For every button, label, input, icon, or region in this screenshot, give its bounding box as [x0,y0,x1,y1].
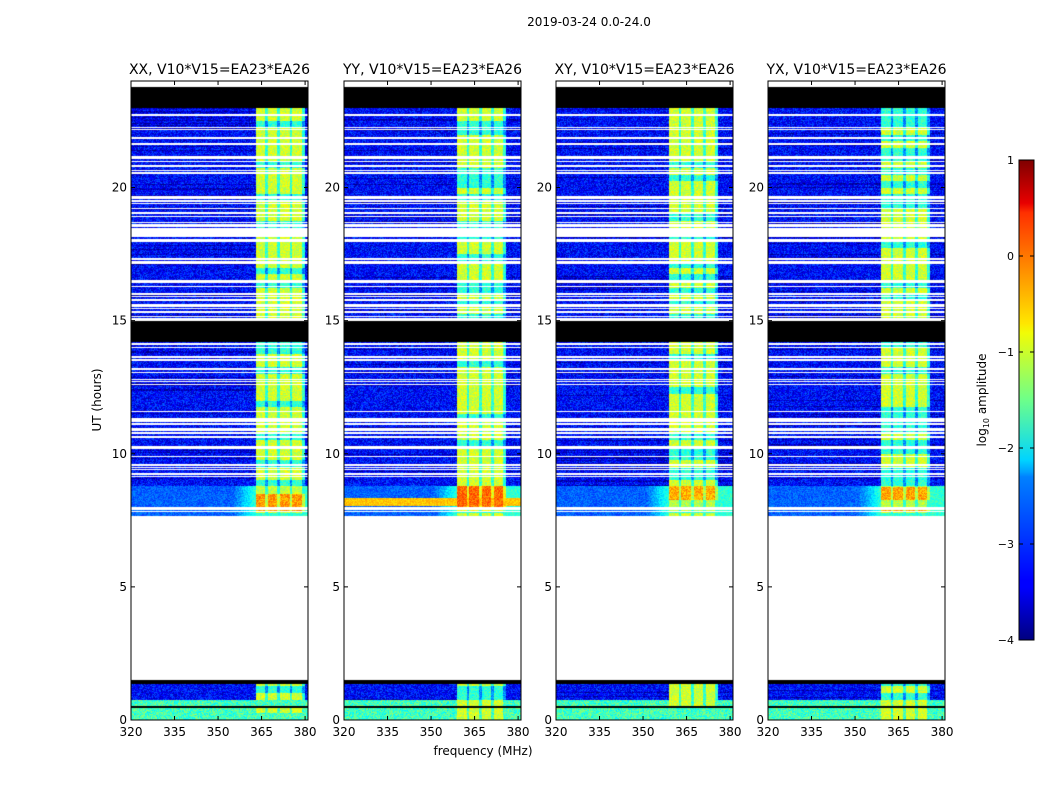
panel-title: YX, V10*V15=EA23*EA26 [765,62,946,78]
spectrogram-heatmap [768,81,945,720]
colorbar-tick-label: −3 [998,538,1014,551]
y-tick-label: 10 [749,447,764,461]
y-tick-label: 0 [544,713,552,727]
x-tick-label: 320 [120,725,143,739]
x-tick-label: 350 [420,725,443,739]
colorbar-label: log10 amplitude [975,354,991,447]
x-tick-label: 365 [675,725,698,739]
y-axis-label: UT (hours) [90,368,104,431]
x-tick-label: 320 [545,725,568,739]
y-tick-label: 5 [332,580,340,594]
spectrogram-heatmap [344,81,521,720]
x-tick-label: 365 [463,725,486,739]
spectrogram-heatmap [556,81,733,720]
colorbar-gradient [1019,160,1034,640]
colorbar-label-main: log [975,428,989,446]
panel-xy: XY, V10*V15=EA23*EA26 320 335 350 365 380 0 5 10… [537,62,742,739]
x-tick-label: 320 [757,725,780,739]
x-tick-label: 380 [294,725,317,739]
axes-frame [130,80,309,721]
panel-title: YY, V10*V15=EA23*EA26 [342,62,522,78]
y-tick-label: 15 [325,314,340,328]
colorbar-tick-label: −1 [998,346,1014,359]
y-tick-label: 0 [119,713,127,727]
x-tick-label: 350 [632,725,655,739]
y-tick-label: 5 [756,580,764,594]
colorbar-label-tail: amplitude [975,354,989,418]
x-tick-label: 350 [207,725,230,739]
colorbar-tick-label: 1 [1007,154,1014,167]
colorbar-label-sub: 10 [982,418,991,428]
y-tick-label: 0 [756,713,764,727]
x-tick-label: 365 [250,725,273,739]
x-tick-label: 380 [931,725,954,739]
x-tick-label: 380 [719,725,742,739]
x-tick-label: 335 [800,725,823,739]
y-tick-label: 5 [544,580,552,594]
panels: XX, V10*V15=EA23*EA26 320 335 350 365 380 0 5 10… [112,62,954,739]
axes-frame [555,80,734,721]
y-tick-label: 20 [112,181,127,195]
axes-frame [343,80,522,721]
y-tick-label: 10 [325,447,340,461]
colorbar-tick-label: −4 [998,634,1014,647]
panel-title: XX, V10*V15=EA23*EA26 [129,62,310,78]
x-tick-label: 335 [376,725,399,739]
panel-yx: YX, V10*V15=EA23*EA26 320 335 350 365 380 0 5 10… [749,62,954,739]
y-tick-label: 20 [537,181,552,195]
y-tick-label: 10 [537,447,552,461]
y-tick-label: 0 [332,713,340,727]
figure-title: 2019-03-24 0.0-24.0 [527,15,651,29]
y-tick-label: 15 [749,314,764,328]
y-tick-label: 20 [749,181,764,195]
axes-frame [767,80,946,721]
colorbar-tick-label: −2 [998,442,1014,455]
spectrogram-heatmap [131,81,308,720]
panel-yy: YY, V10*V15=EA23*EA26 320 335 350 365 380 0 5 10… [325,62,530,739]
y-tick-label: 5 [119,580,127,594]
y-tick-label: 10 [112,447,127,461]
x-tick-label: 350 [844,725,867,739]
colorbar-tick-label: 0 [1007,250,1014,263]
y-tick-label: 15 [112,314,127,328]
panel-title: XY, V10*V15=EA23*EA26 [554,62,734,78]
colorbar-frame [1018,159,1035,641]
panel-xx: XX, V10*V15=EA23*EA26 320 335 350 365 380 0 5 10… [112,62,317,739]
x-tick-label: 380 [507,725,530,739]
x-tick-label: 365 [887,725,910,739]
x-axis-label: frequency (MHz) [433,744,532,758]
x-tick-label: 335 [588,725,611,739]
y-tick-label: 15 [537,314,552,328]
y-tick-label: 20 [325,181,340,195]
x-tick-label: 320 [333,725,356,739]
x-tick-label: 335 [163,725,186,739]
